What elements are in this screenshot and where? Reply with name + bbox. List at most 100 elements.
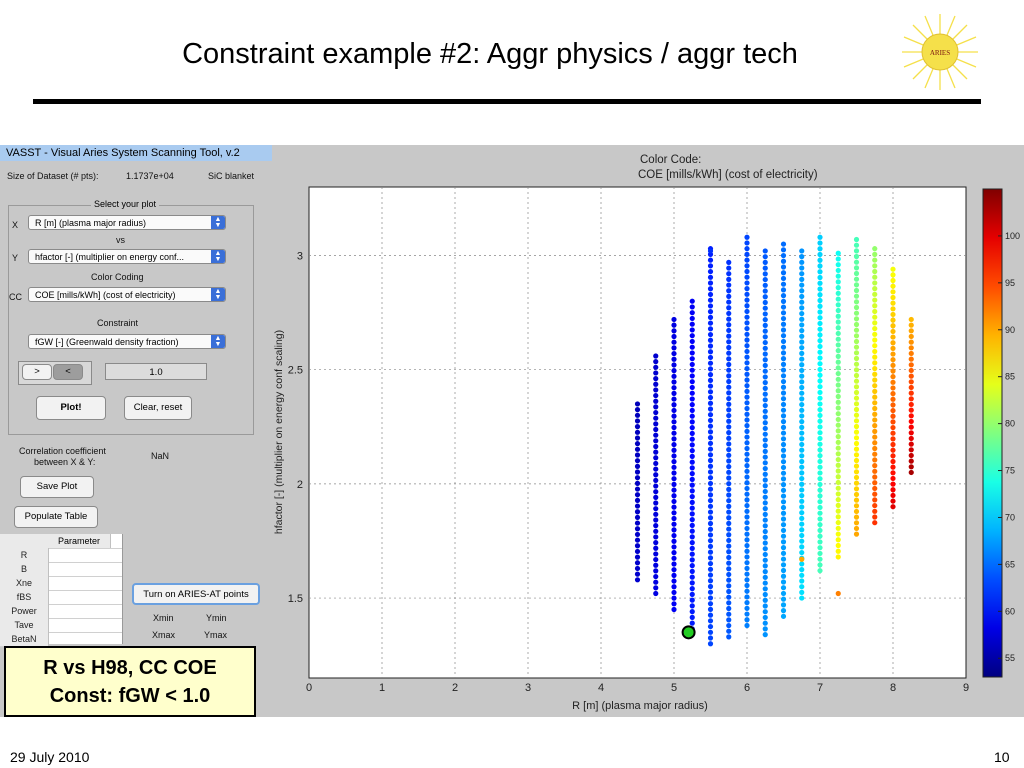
aries-at-points-button[interactable]: Turn on ARIES-AT points bbox=[132, 583, 260, 605]
data-point bbox=[762, 534, 768, 540]
table-row[interactable]: B bbox=[0, 562, 122, 577]
data-point bbox=[707, 257, 714, 263]
data-point bbox=[817, 516, 823, 522]
data-point bbox=[671, 413, 677, 419]
data-point bbox=[744, 303, 750, 309]
data-point bbox=[653, 534, 659, 540]
data-point bbox=[653, 483, 659, 489]
data-point bbox=[744, 348, 750, 355]
data-point bbox=[762, 397, 768, 403]
data-point bbox=[853, 389, 860, 396]
data-point bbox=[780, 567, 787, 574]
data-point bbox=[707, 400, 714, 406]
data-point bbox=[817, 366, 823, 373]
data-point bbox=[835, 462, 841, 468]
data-point bbox=[726, 282, 732, 288]
data-point bbox=[744, 354, 750, 360]
data-point bbox=[780, 585, 787, 591]
selected-design-point bbox=[681, 625, 696, 640]
data-point bbox=[653, 398, 659, 404]
data-point bbox=[835, 359, 841, 365]
data-point bbox=[744, 308, 750, 315]
data-point bbox=[890, 419, 896, 425]
data-point bbox=[744, 508, 750, 514]
data-point bbox=[817, 453, 823, 459]
table-row[interactable]: Tave bbox=[0, 618, 122, 633]
parameter-table[interactable]: Parameter R B Xne fBS Power Tave BetaN bbox=[0, 534, 123, 647]
greater-than-toggle[interactable]: > bbox=[22, 364, 52, 380]
plot-button[interactable]: Plot! bbox=[36, 396, 106, 420]
table-row[interactable]: Power bbox=[0, 604, 122, 619]
table-row-header: R bbox=[0, 548, 49, 562]
data-point bbox=[689, 494, 695, 500]
data-point bbox=[726, 350, 732, 356]
data-point bbox=[762, 271, 768, 277]
data-point bbox=[707, 492, 714, 498]
clear-reset-button[interactable]: Clear, reset bbox=[124, 396, 192, 420]
data-point bbox=[799, 356, 805, 362]
table-header-row: Parameter bbox=[0, 534, 122, 549]
data-point bbox=[634, 452, 641, 458]
constraint-threshold-input[interactable]: 1.0 bbox=[105, 363, 207, 380]
data-point bbox=[799, 436, 805, 442]
data-point bbox=[634, 446, 641, 452]
less-than-toggle[interactable]: < bbox=[53, 364, 83, 380]
data-point bbox=[689, 344, 695, 350]
y-tick-label: 2 bbox=[297, 479, 303, 491]
data-point bbox=[762, 362, 768, 369]
data-point bbox=[689, 545, 695, 551]
data-point bbox=[653, 568, 659, 574]
data-point bbox=[908, 469, 914, 476]
annotation-callout: R vs H98, CC COE Const: fGW < 1.0 bbox=[4, 646, 256, 717]
data-point bbox=[853, 384, 860, 390]
data-point bbox=[817, 246, 823, 252]
data-point bbox=[799, 271, 805, 277]
data-point bbox=[671, 498, 677, 505]
data-point bbox=[671, 447, 677, 453]
populate-table-button[interactable]: Populate Table bbox=[14, 506, 98, 528]
data-point bbox=[726, 605, 732, 612]
y-variable-select[interactable]: hfactor [-] (multiplier on energy conf..… bbox=[28, 249, 226, 264]
data-point bbox=[744, 537, 750, 543]
data-point bbox=[835, 485, 841, 491]
data-point bbox=[671, 578, 677, 584]
x-variable-select[interactable]: R [m] (plasma major radius) ▲ ▼ bbox=[28, 215, 226, 230]
table-row[interactable]: R bbox=[0, 548, 122, 563]
data-point bbox=[835, 267, 841, 274]
data-point bbox=[872, 383, 878, 389]
data-point bbox=[689, 350, 695, 356]
data-point bbox=[872, 508, 878, 514]
data-point bbox=[689, 476, 695, 482]
data-point bbox=[853, 446, 860, 452]
save-plot-button[interactable]: Save Plot bbox=[20, 476, 94, 498]
data-point bbox=[872, 405, 878, 412]
data-point bbox=[762, 477, 768, 483]
data-point bbox=[799, 299, 805, 305]
constraint-select[interactable]: fGW [-] (Greenwald density fraction) ▲ ▼ bbox=[28, 334, 226, 349]
data-point bbox=[780, 516, 787, 522]
data-point bbox=[799, 259, 805, 265]
data-point bbox=[780, 390, 787, 396]
data-point bbox=[726, 622, 732, 629]
data-point bbox=[707, 469, 714, 475]
data-point bbox=[689, 419, 695, 425]
y-axis-label: Y bbox=[12, 253, 19, 263]
data-point bbox=[817, 401, 823, 407]
data-point bbox=[872, 291, 878, 297]
data-point bbox=[817, 418, 823, 424]
data-point bbox=[835, 370, 841, 377]
data-point bbox=[817, 545, 823, 551]
data-point bbox=[726, 288, 732, 294]
table-row[interactable]: fBS bbox=[0, 590, 122, 605]
data-point bbox=[689, 430, 695, 437]
data-point bbox=[780, 367, 787, 373]
data-point bbox=[726, 549, 732, 555]
data-point bbox=[853, 253, 860, 260]
data-point bbox=[835, 519, 841, 526]
table-row[interactable]: Xne bbox=[0, 576, 122, 591]
data-point bbox=[689, 436, 695, 442]
data-point bbox=[817, 309, 823, 315]
color-coding-select[interactable]: COE [mills/kWh] (cost of electricity) ▲ ▼ bbox=[28, 287, 226, 302]
data-point bbox=[726, 464, 732, 470]
